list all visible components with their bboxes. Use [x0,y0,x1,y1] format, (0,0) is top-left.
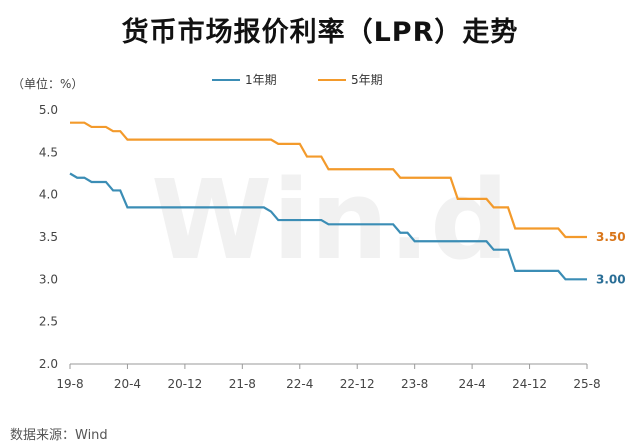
end-value-label: 3.00 [596,272,626,286]
x-tick-label: 20-12 [167,377,202,391]
series-line-1y [69,172,587,281]
series-line-5y [70,121,587,239]
legend-label: 1年期 [245,73,277,87]
y-tick-label: 2.5 [39,315,58,329]
y-tick-label: 2.0 [39,357,58,371]
x-tick-label: 25-8 [573,377,600,391]
x-tick-label: 22-4 [286,377,313,391]
x-tick-label: 24-12 [512,377,547,391]
watermark-text: Win.d [151,156,509,284]
unit-label: （单位：%） [12,76,83,91]
y-tick-label: 5.0 [39,103,58,117]
x-tick-label: 22-12 [340,377,375,391]
y-tick-label: 3.5 [39,230,58,244]
chart-title: 货币市场报价利率（LPR）走势 [121,17,519,48]
legend-label: 5年期 [351,73,383,87]
y-tick-label: 4.5 [39,145,58,159]
y-tick-label: 4.0 [39,188,58,202]
x-tick-label: 20-4 [114,377,141,391]
x-tick-label: 19-8 [56,377,83,391]
x-tick-label: 23-8 [401,377,428,391]
end-value-label: 3.50 [596,230,626,244]
source-note: 数据来源：Wind [10,428,108,443]
x-tick-label: 21-8 [229,377,256,391]
x-tick-label: 24-4 [458,377,485,391]
y-tick-label: 3.0 [39,272,58,286]
